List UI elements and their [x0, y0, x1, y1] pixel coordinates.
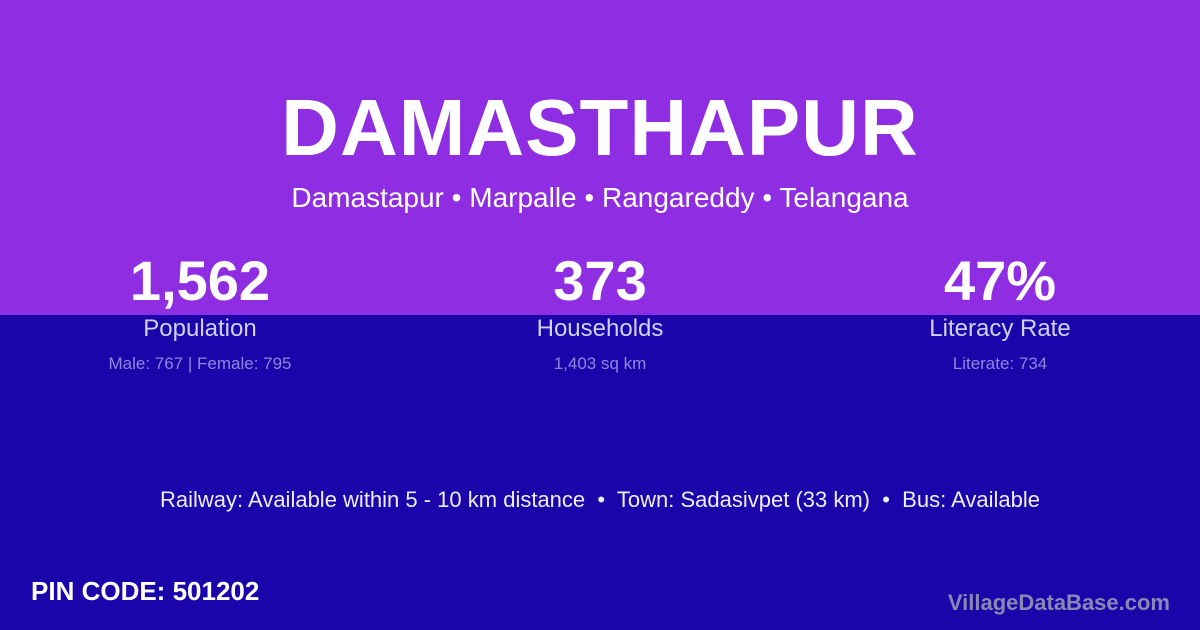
stat-label: Population	[143, 315, 257, 342]
transport-info: Railway: Available within 5 - 10 km dist…	[160, 487, 1040, 512]
brand-watermark: VillageDataBase.com	[947, 590, 1170, 615]
village-title: DAMASTHAPUR	[281, 83, 919, 172]
stat-value: 373	[553, 249, 647, 312]
stat-detail: Literate: 734	[952, 354, 1048, 373]
stat-detail: 1,403 sq km	[553, 354, 647, 373]
stat-label: Literacy Rate	[929, 315, 1071, 342]
stat-label: Households	[536, 315, 664, 342]
stat-value: 1,562	[129, 249, 271, 312]
header-background	[0, 0, 1200, 315]
stat-detail: Male: 767 | Female: 795	[108, 354, 292, 373]
body-background	[0, 315, 1200, 630]
pin-code: PIN CODE: 501202	[31, 576, 260, 606]
stat-value: 47%	[943, 249, 1057, 312]
location-breadcrumb: Damastapur • Marpalle • Rangareddy • Tel…	[291, 182, 909, 213]
